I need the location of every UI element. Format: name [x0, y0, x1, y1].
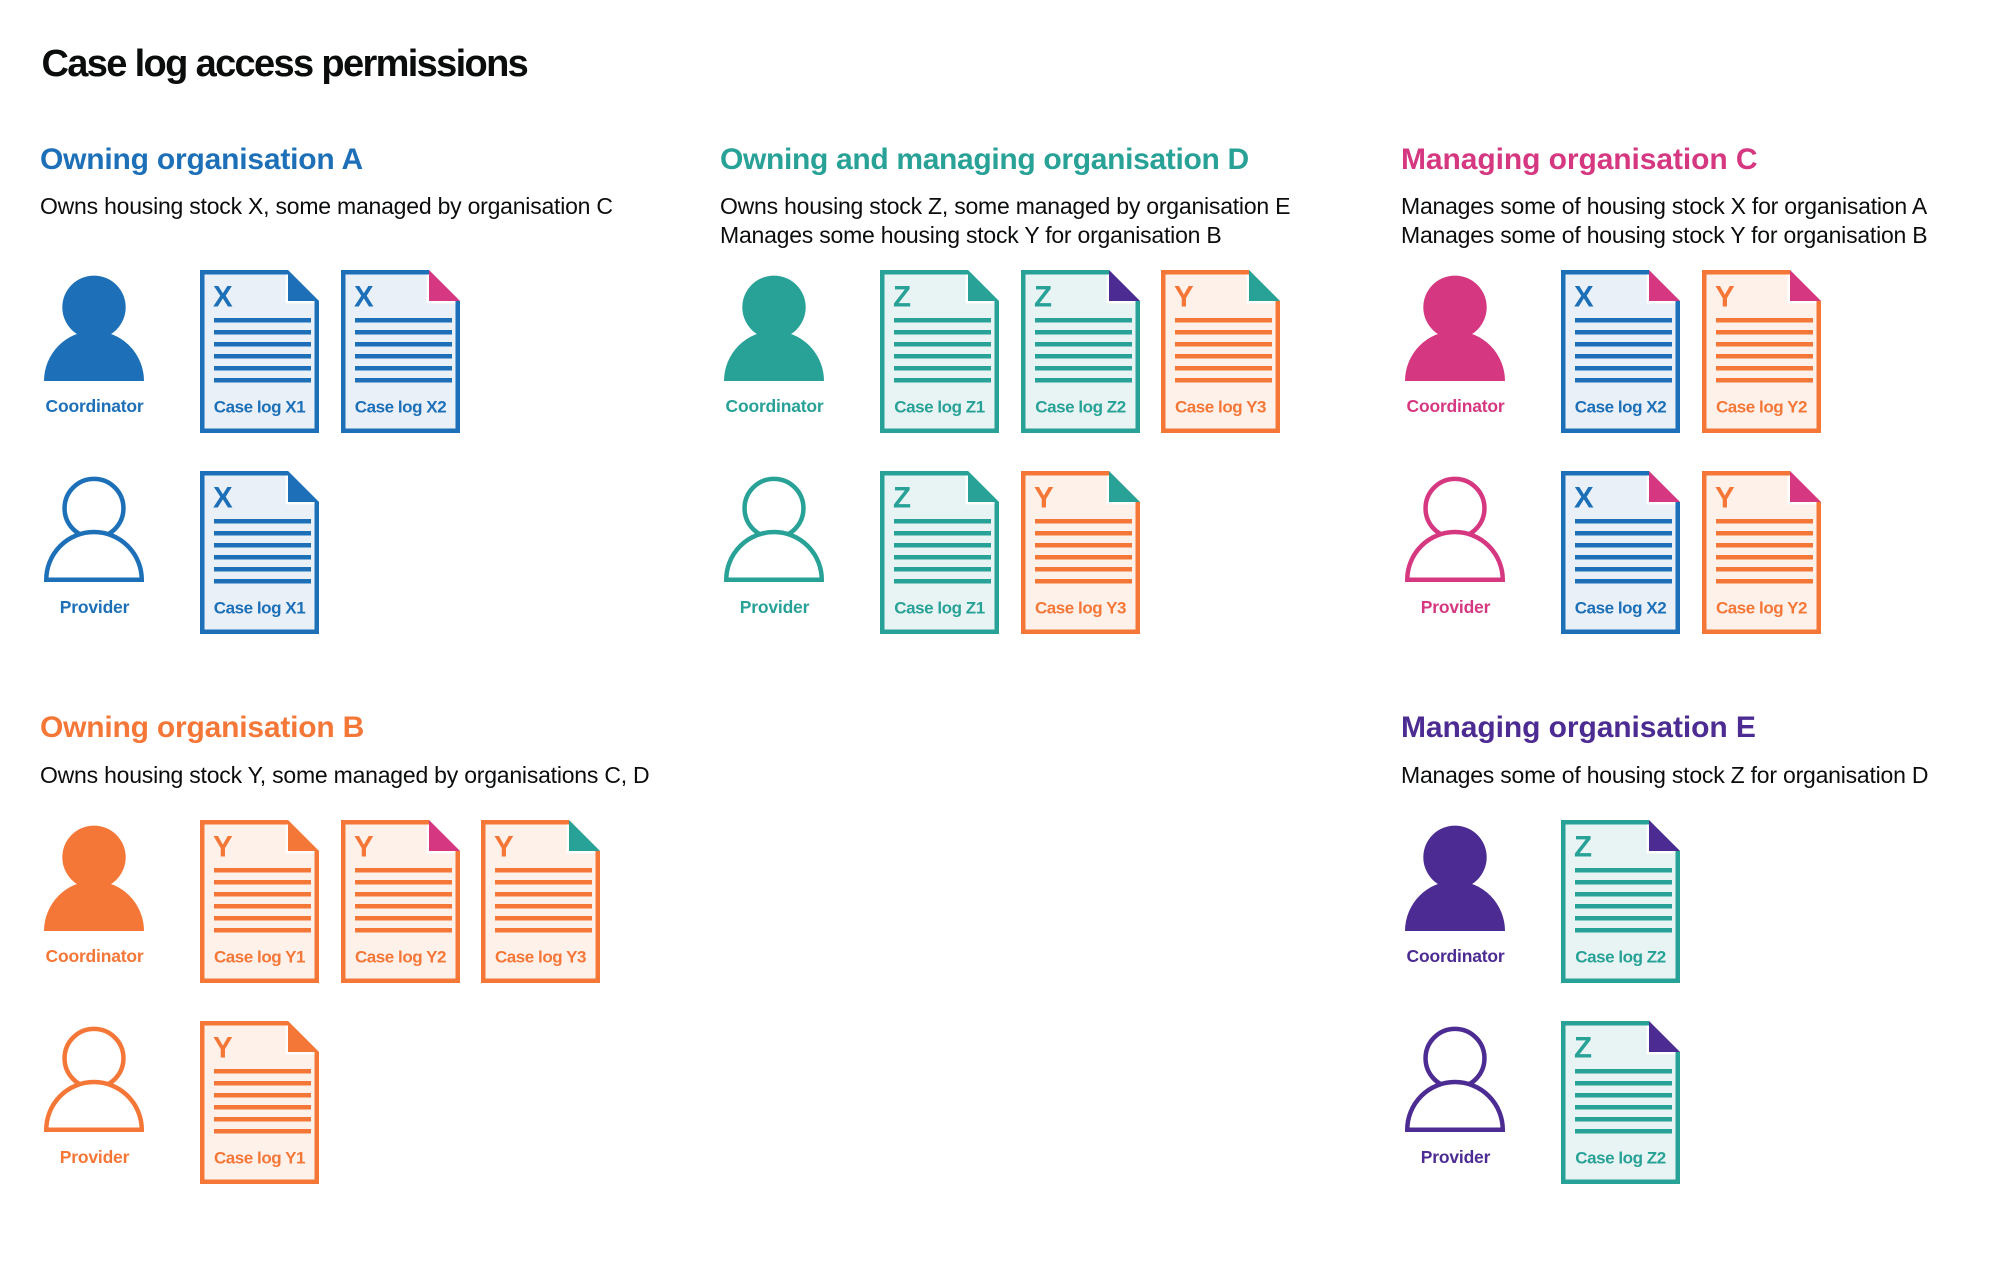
svg-text:Case log X2: Case log X2: [354, 398, 445, 417]
svg-text:Case log Y1: Case log Y1: [214, 948, 305, 967]
svg-text:X: X: [1574, 481, 1594, 514]
svg-text:Case log Y2: Case log Y2: [1715, 398, 1806, 417]
svg-text:Y: Y: [1034, 481, 1054, 514]
svg-text:Y: Y: [213, 1031, 233, 1064]
svg-text:Z: Z: [893, 481, 911, 514]
svg-text:Y: Y: [1715, 481, 1735, 514]
svg-text:Case log Y3: Case log Y3: [1034, 598, 1125, 617]
svg-text:Case log X1: Case log X1: [214, 598, 305, 617]
svg-text:Case log X1: Case log X1: [214, 398, 305, 417]
svg-text:Case log Z1: Case log Z1: [894, 398, 984, 417]
svg-text:Y: Y: [494, 830, 514, 863]
svg-text:Case log Y3: Case log Y3: [1174, 398, 1265, 417]
svg-text:Y: Y: [1174, 280, 1194, 313]
svg-text:Y: Y: [213, 830, 233, 863]
svg-text:X: X: [354, 280, 374, 313]
svg-text:Case log Y2: Case log Y2: [354, 948, 445, 967]
svg-text:Y: Y: [354, 830, 374, 863]
svg-text:Case log Z2: Case log Z2: [1035, 398, 1125, 417]
svg-text:Z: Z: [1574, 830, 1592, 863]
svg-text:Case log Z2: Case log Z2: [1575, 948, 1665, 967]
svg-text:X: X: [213, 280, 233, 313]
svg-text:Case log Z2: Case log Z2: [1575, 1148, 1665, 1167]
svg-text:Case log X2: Case log X2: [1575, 598, 1666, 617]
svg-text:Case log Z1: Case log Z1: [894, 598, 984, 617]
svg-text:X: X: [1574, 280, 1594, 313]
svg-text:Case log Y1: Case log Y1: [214, 1148, 305, 1167]
svg-text:Z: Z: [893, 280, 911, 313]
svg-text:Y: Y: [1715, 280, 1735, 313]
svg-text:Z: Z: [1034, 280, 1052, 313]
svg-text:X: X: [213, 481, 233, 514]
svg-text:Z: Z: [1574, 1031, 1592, 1064]
svg-text:Case log X2: Case log X2: [1575, 398, 1666, 417]
svg-text:Case log Y2: Case log Y2: [1715, 598, 1806, 617]
svg-text:Case log Y3: Case log Y3: [494, 948, 585, 967]
